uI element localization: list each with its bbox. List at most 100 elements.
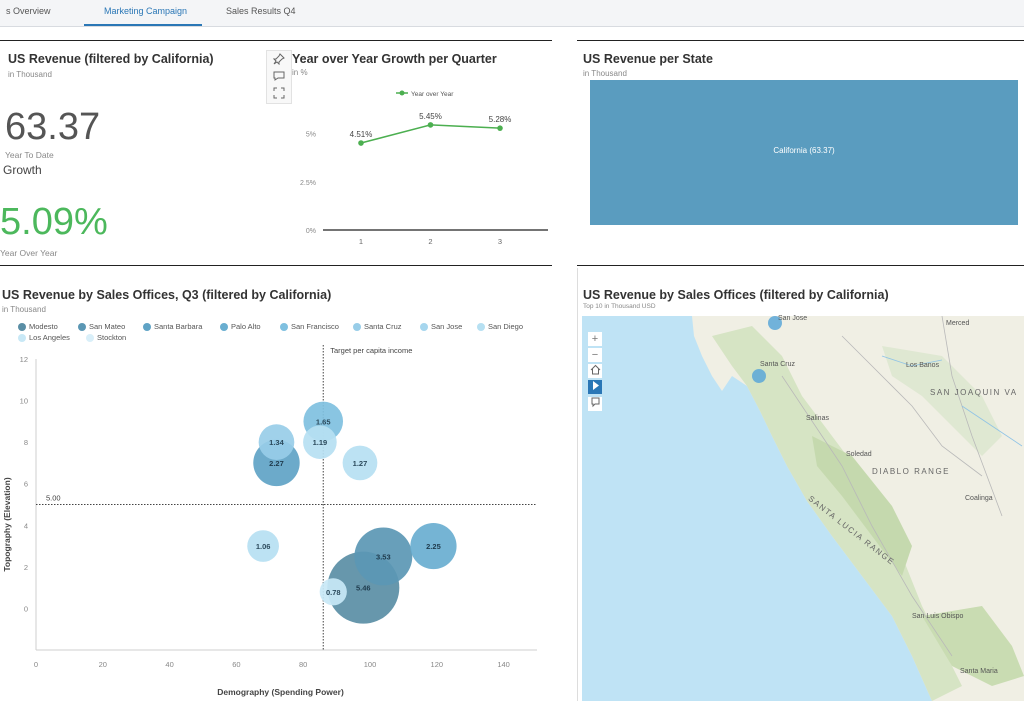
y-tick-label: 0	[24, 604, 28, 613]
growth-label: Year Over Year	[0, 248, 58, 258]
tab-bar: s Overview Marketing Campaign Sales Resu…	[0, 0, 1024, 27]
legend-marker	[399, 90, 405, 96]
legend-item[interactable]: San Francisco	[280, 322, 339, 332]
expand-icon[interactable]	[272, 87, 286, 101]
revenue-value-label: Year To Date	[5, 150, 54, 160]
legend-item[interactable]: Santa Cruz	[353, 322, 402, 332]
legend-label: Santa Cruz	[364, 322, 402, 331]
zoom-in-button[interactable]: +	[588, 332, 602, 346]
home-icon[interactable]	[588, 364, 602, 378]
tab-marketing-campaign[interactable]: Marketing Campaign	[104, 6, 188, 16]
yoy-data-label: 5.28%	[489, 115, 512, 124]
bubble-label: 2.25	[426, 542, 441, 551]
yoy-point	[427, 122, 434, 128]
y-tick-label: 12	[20, 355, 28, 364]
panel-divider	[0, 265, 552, 266]
threshold-label: 5.00	[46, 494, 61, 503]
legend-swatch	[86, 334, 94, 343]
legend-swatch	[477, 323, 485, 332]
y-axis-title: Topography (Elevation)	[2, 477, 12, 571]
growth-value: 5.09%	[0, 201, 108, 243]
map-label-los-banos: Los Banos	[906, 362, 940, 369]
bubble-label: 1.06	[256, 542, 271, 551]
bubble	[342, 445, 378, 481]
y-tick-label: 10	[20, 397, 28, 406]
yoy-line-chart: 0% 2.5% 5% 1 2 3 Year over Year 4.51% 5.45% 5.28%	[300, 90, 548, 246]
legend-item[interactable]: San Diego	[477, 322, 524, 332]
chart-toolbar	[266, 50, 292, 104]
bookmark-icon[interactable]	[588, 397, 602, 411]
map-basemap	[582, 316, 1024, 701]
tab-overview[interactable]: s Overview	[6, 6, 51, 16]
x-tick-label: 3	[498, 237, 502, 246]
yoy-data-label: 5.45%	[419, 112, 442, 121]
legend-swatch	[220, 323, 228, 332]
bubble	[247, 530, 279, 562]
map-label-salinas: Salinas	[806, 415, 829, 422]
bubble-label: 2.27	[269, 459, 284, 468]
y-tick-label: 0%	[306, 228, 316, 235]
legend-label: San Jose	[431, 322, 463, 331]
tab-sales-results-q4[interactable]: Sales Results Q4	[226, 6, 296, 16]
zoom-out-button[interactable]: −	[588, 348, 602, 362]
x-tick-label: 100	[364, 660, 377, 669]
y-tick-label: 4	[24, 521, 28, 530]
legend-label: San Diego	[488, 322, 524, 331]
revenue-panel-title: US Revenue (filtered by California)	[8, 52, 214, 66]
revenue-panel-subtitle: in Thousand	[8, 70, 52, 79]
panel-divider	[577, 265, 1024, 266]
x-tick-label: 60	[232, 660, 240, 669]
legend-label: Palo Alto	[231, 322, 261, 331]
bubble	[303, 425, 337, 459]
legend-item[interactable]: Los Angeles	[18, 333, 70, 343]
panel-divider	[577, 268, 578, 701]
y-tick-label: 2.5%	[300, 180, 316, 187]
bubble-label: 1.65	[316, 417, 331, 426]
legend-swatch	[143, 323, 151, 332]
yoy-data-label: 4.51%	[350, 130, 373, 139]
bubble-label: 5.46	[356, 584, 371, 593]
select-icon[interactable]	[588, 380, 602, 394]
bubble-label: 1.19	[313, 438, 328, 447]
yoy-panel-unit: in %	[292, 68, 308, 77]
map-panel-title: US Revenue by Sales Offices (filtered by…	[583, 288, 889, 302]
legend-label: San Francisco	[291, 322, 339, 331]
map-label-diablo-range: DIABLO RANGE	[872, 467, 951, 476]
state-treemap-california[interactable]	[590, 80, 1018, 225]
legend-item[interactable]: Stockton	[86, 333, 126, 343]
bubble	[410, 522, 457, 570]
legend-swatch	[420, 323, 428, 332]
legend-swatch	[280, 323, 288, 332]
legend-item[interactable]: San Mateo	[78, 322, 125, 332]
map-panel-subtitle: Top 10 in Thousand USD	[583, 303, 656, 310]
yoy-point	[497, 125, 503, 131]
target-label: Target per capita income	[330, 346, 412, 355]
legend-label: Los Angeles	[29, 333, 70, 342]
bubble	[258, 424, 295, 460]
legend-swatch	[18, 323, 26, 332]
map-label-san-joaquin: SAN JOAQUIN VA	[930, 388, 1018, 397]
y-tick-label: 8	[24, 438, 28, 447]
legend-item[interactable]: Modesto	[18, 322, 58, 332]
x-tick-label: 20	[99, 660, 107, 669]
pin-icon[interactable]	[272, 53, 286, 67]
yoy-panel-title: Year over Year Growth per Quarter	[292, 52, 497, 66]
map-view[interactable]	[582, 316, 1024, 701]
legend-label: Santa Barbara	[154, 322, 203, 331]
x-tick-label: 40	[165, 660, 173, 669]
map-label-merced: Merced	[946, 320, 970, 327]
bubble-label: 0.78	[326, 588, 341, 597]
map-label-santa-maria: Santa Maria	[960, 668, 998, 675]
legend-item[interactable]: Palo Alto	[220, 322, 261, 332]
legend-item[interactable]: Santa Barbara	[143, 322, 203, 332]
x-tick-label: 140	[497, 660, 510, 669]
legend-swatch	[78, 323, 86, 332]
legend-item[interactable]: San Jose	[420, 322, 463, 332]
legend-swatch	[353, 323, 361, 332]
comment-icon[interactable]	[272, 70, 286, 84]
x-axis-title: Demography (Spending Power)	[217, 687, 344, 697]
map-label-soledad: Soledad	[846, 451, 872, 458]
offices-panel-subtitle: in Thousand	[2, 305, 46, 314]
map-label-san-luis-obispo: San Luis Obispo	[912, 613, 964, 620]
y-tick-label: 2	[24, 563, 28, 572]
